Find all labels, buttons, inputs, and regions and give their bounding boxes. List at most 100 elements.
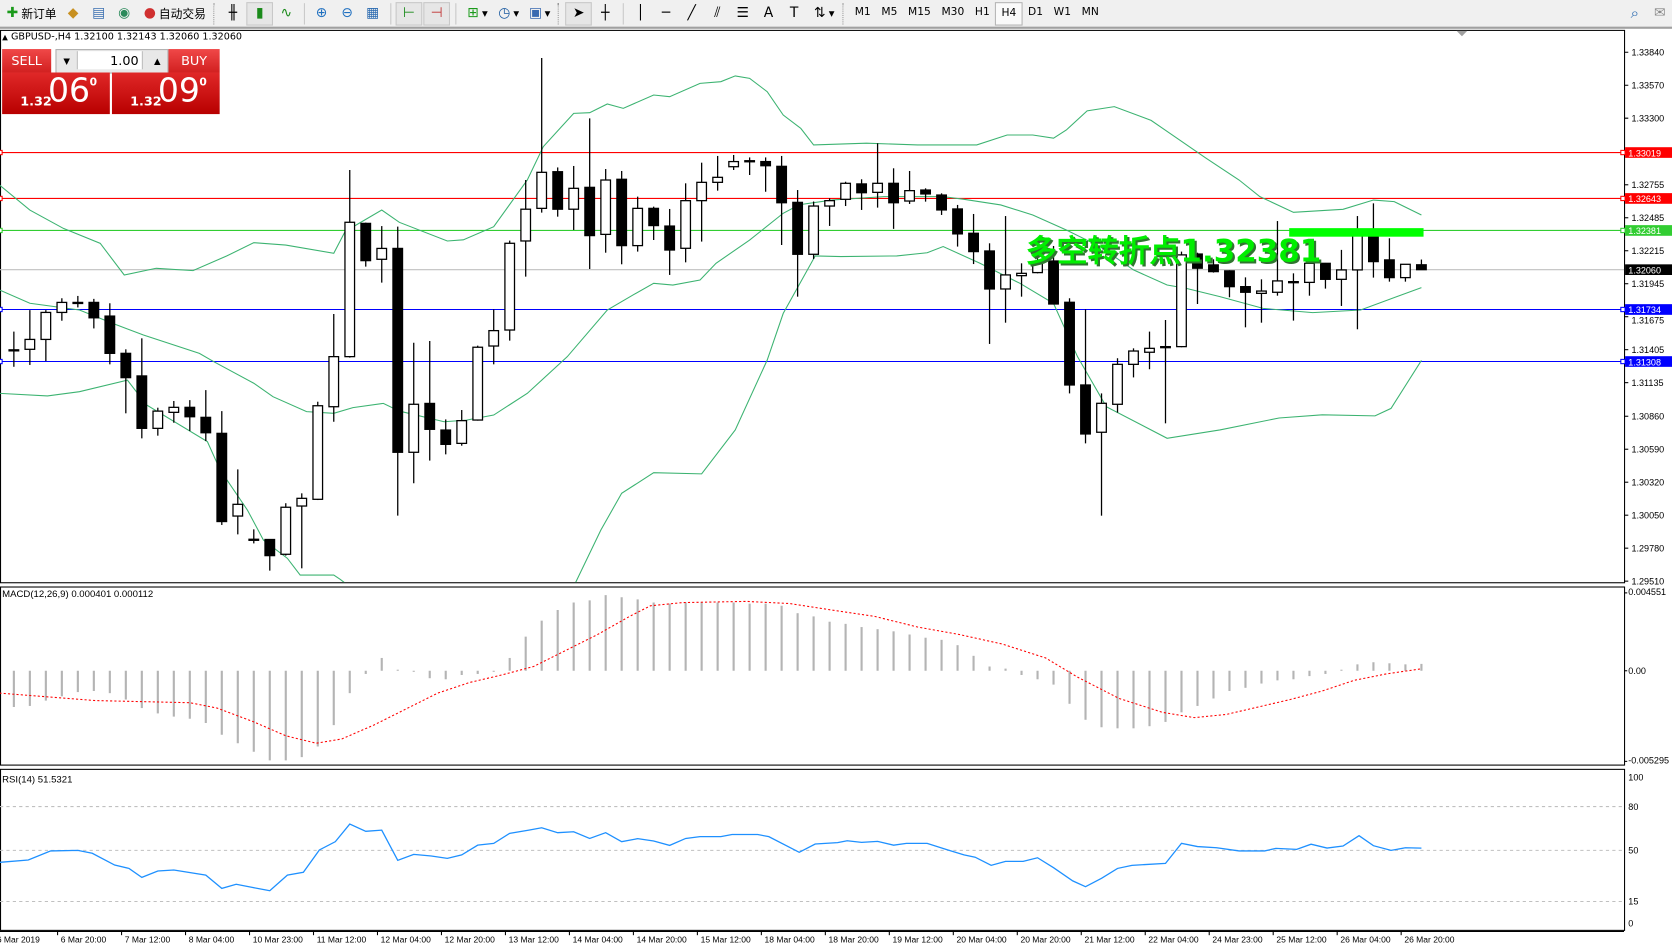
time-label: 14 Mar 04:00 bbox=[573, 935, 623, 945]
toolbar-grip[interactable] bbox=[841, 2, 846, 24]
text-button[interactable]: A bbox=[756, 2, 781, 25]
level-price-tag-bg bbox=[1625, 304, 1672, 315]
candle-body bbox=[856, 183, 868, 194]
cursor-button[interactable]: ➤ bbox=[565, 1, 592, 26]
buy-button[interactable]: BUY bbox=[168, 49, 220, 73]
search-icon[interactable]: ⌕ bbox=[1630, 4, 1640, 22]
collapse-triangle-icon[interactable]: ▲ bbox=[2, 33, 8, 42]
candle bbox=[664, 208, 676, 275]
market-watch-button[interactable]: ◆ bbox=[61, 2, 86, 25]
lot-decrease-icon[interactable]: ▼ bbox=[63, 56, 70, 67]
candle bbox=[280, 503, 292, 556]
zoom-in-button[interactable]: ⊕ bbox=[309, 2, 334, 25]
navigator-button[interactable]: ▤ bbox=[86, 2, 111, 25]
periods-button[interactable]: ◷ ▼ bbox=[492, 2, 522, 25]
vertical-line-button[interactable]: │ bbox=[628, 2, 653, 25]
timeframe-h4[interactable]: H4 bbox=[995, 1, 1023, 26]
candle-body bbox=[824, 200, 836, 207]
chart-window[interactable]: 1.33840 1.33570 1.33300 1.32755 1.32485 1.322… bbox=[0, 29, 1672, 950]
horizontal-line-button[interactable]: ─ bbox=[654, 2, 679, 25]
candle-body bbox=[1096, 402, 1107, 433]
toolbar-separator bbox=[455, 2, 457, 24]
candle bbox=[856, 179, 868, 210]
arrows-button[interactable]: ⇅ ▼ bbox=[807, 2, 837, 25]
toolbar-separator bbox=[390, 2, 392, 24]
bar-chart-icon: ╫ bbox=[228, 5, 238, 22]
time-label: 25 Mar 12:00 bbox=[1276, 935, 1326, 945]
text-label-icon: T bbox=[789, 5, 799, 22]
candle bbox=[616, 170, 628, 265]
toolbar-grip[interactable] bbox=[213, 2, 217, 24]
timeframe-d1[interactable]: D1 bbox=[1028, 6, 1044, 19]
templates-button[interactable]: ▣ ▼ bbox=[523, 2, 553, 25]
timeframe-m15[interactable]: M15 bbox=[908, 6, 931, 19]
candle bbox=[1048, 245, 1059, 305]
candle-body bbox=[264, 538, 276, 557]
timeframe-h1[interactable]: H1 bbox=[974, 6, 990, 19]
candle-body bbox=[1383, 259, 1395, 279]
crosshair-button[interactable]: ┼ bbox=[593, 2, 618, 25]
candle-body bbox=[408, 403, 420, 453]
candle-body bbox=[1176, 254, 1187, 348]
candle bbox=[168, 400, 180, 423]
indicators-button[interactable]: ⊞ ▼ bbox=[461, 2, 491, 25]
tile-windows-button[interactable]: ▦ bbox=[360, 2, 385, 25]
toolbar-grip[interactable] bbox=[557, 2, 562, 24]
timeframe-m1[interactable]: M1 bbox=[854, 6, 871, 19]
sell-button[interactable]: SELL bbox=[2, 49, 52, 73]
lot-increase-icon[interactable]: ▲ bbox=[154, 56, 161, 67]
candle-body bbox=[24, 338, 36, 350]
candle bbox=[792, 190, 804, 297]
time-label: 26 Mar 04:00 bbox=[1340, 935, 1390, 945]
line-chart-button[interactable]: ∿ bbox=[274, 2, 299, 25]
candle bbox=[264, 538, 276, 571]
timeframe-mn[interactable]: MN bbox=[1081, 6, 1099, 19]
candle-body bbox=[984, 250, 995, 290]
signals-icon: ◉ bbox=[118, 5, 131, 22]
equidistant-channel-button[interactable]: ⫽ bbox=[705, 2, 730, 25]
symbol-ohlc: GBPUSD-,H4 1.32100 1.32143 1.32060 1.320… bbox=[10, 31, 243, 43]
buy-price-fraction: 0 bbox=[199, 76, 207, 89]
chart-shift-button[interactable]: ⊢ bbox=[395, 1, 423, 26]
rsi-label: RSI(14) 51.5321 bbox=[2, 775, 72, 786]
candle-body bbox=[504, 242, 516, 331]
timeframe-m30[interactable]: M30 bbox=[941, 6, 965, 19]
sell-price[interactable]: 1.32 06 0 bbox=[2, 71, 110, 115]
auto-scroll-button[interactable]: ⊣ bbox=[423, 1, 450, 26]
new-order-button[interactable]: ✚ 新订单 bbox=[0, 2, 60, 25]
zoom-out-button[interactable]: ⊖ bbox=[335, 2, 360, 25]
timeframe-m5[interactable]: M5 bbox=[881, 6, 898, 19]
buy-price[interactable]: 1.32 09 0 bbox=[111, 71, 220, 115]
dropdown-arrow-icon: ▼ bbox=[828, 9, 835, 18]
candle bbox=[696, 162, 708, 242]
level-price-tag: 1.32381 bbox=[1628, 226, 1661, 236]
candle-body bbox=[200, 416, 212, 434]
text-label-button[interactable]: T bbox=[782, 2, 807, 25]
candle bbox=[968, 213, 979, 265]
chart-canvas[interactable]: 1.338401.335701.333001.327551.324851.322… bbox=[0, 29, 1672, 950]
candlestick-chart-button[interactable]: ▮ bbox=[246, 1, 273, 26]
price-tick-label: 1.30320 bbox=[1631, 477, 1664, 487]
candle-body bbox=[840, 182, 852, 200]
candle bbox=[920, 188, 932, 202]
candle-body bbox=[712, 176, 724, 183]
candle bbox=[360, 222, 372, 267]
navigator-icon: ▤ bbox=[92, 5, 106, 22]
auto-trading-button[interactable]: ● 自动交易 bbox=[138, 2, 209, 25]
rsi-tick-label: 15 bbox=[1628, 897, 1638, 907]
level-handle-icon bbox=[1620, 149, 1626, 156]
bar-chart-button[interactable]: ╫ bbox=[221, 2, 246, 25]
timeframe-w1[interactable]: W1 bbox=[1053, 6, 1071, 19]
candle-body bbox=[216, 432, 228, 523]
candle bbox=[1272, 221, 1283, 296]
price-tick-label: 1.30050 bbox=[1631, 510, 1664, 520]
pivot-annotation[interactable]: 多空转折点1.32381 bbox=[1025, 232, 1322, 269]
chat-icon[interactable]: ✉ bbox=[1653, 5, 1666, 22]
signals-button[interactable]: ◉ bbox=[112, 2, 137, 25]
trendline-button[interactable]: ╱ bbox=[679, 2, 704, 25]
auto-trading-label: 自动交易 bbox=[158, 6, 206, 21]
candle-body bbox=[520, 208, 532, 242]
lot-size-input[interactable] bbox=[76, 51, 143, 70]
candle bbox=[88, 298, 100, 329]
fibonacci-button[interactable]: ☰ bbox=[731, 2, 756, 25]
